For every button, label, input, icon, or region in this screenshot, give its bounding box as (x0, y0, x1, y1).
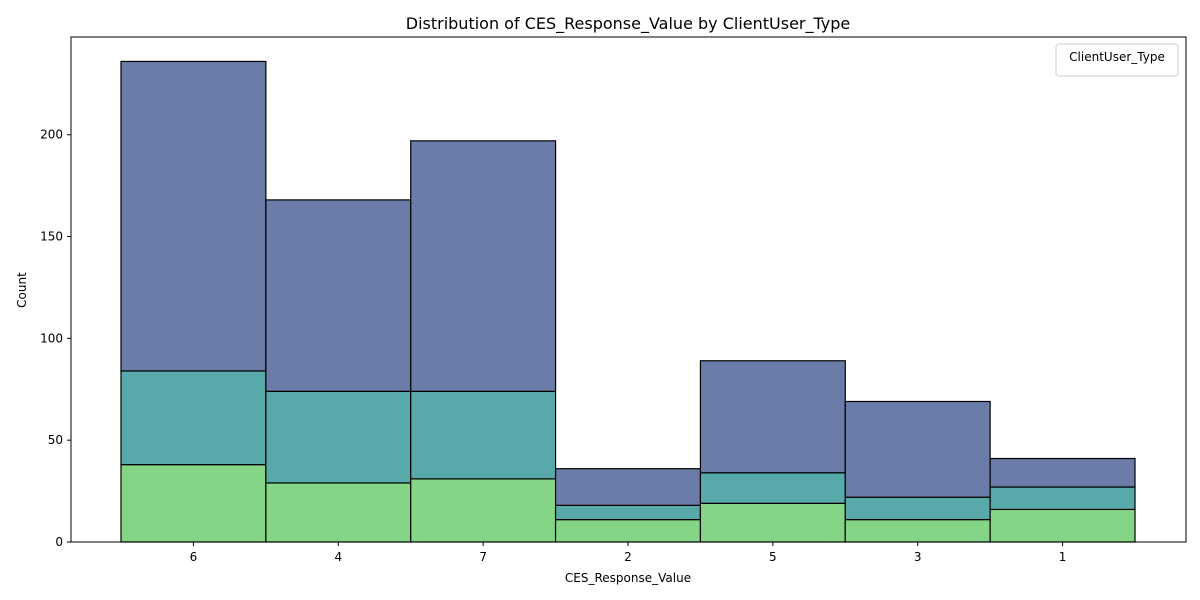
y-tick-label: 100 (40, 331, 63, 345)
x-tick-label: 7 (479, 550, 487, 564)
bar-5-segment-0 (699, 502, 846, 543)
bar-1-segment-1 (989, 486, 1136, 511)
bar-6-segment-0 (120, 464, 267, 543)
bar-3-segment-1 (844, 496, 991, 521)
y-tick-label: 150 (40, 230, 63, 244)
y-axis: 0 50 100 150 200 (40, 128, 71, 549)
bar-2-segment-2 (554, 468, 702, 506)
legend: ClientUser_Type (1055, 43, 1179, 77)
x-tick-label: 3 (914, 550, 922, 564)
bar-4-segment-0 (265, 482, 412, 543)
x-tick-label: 5 (769, 550, 777, 564)
bar-6-segment-1 (120, 370, 267, 466)
x-axis-label: CES_Response_Value (565, 571, 691, 585)
bar-2-segment-1 (554, 504, 702, 521)
y-tick-label: 200 (40, 128, 63, 142)
bar-4-segment-1 (265, 390, 412, 484)
bar-7-segment-1 (410, 390, 557, 480)
bars-group (120, 60, 1136, 543)
legend-box (1055, 43, 1179, 77)
x-tick-label: 2 (624, 550, 632, 564)
bar-7-segment-2 (410, 140, 557, 392)
x-tick-label: 6 (190, 550, 198, 564)
y-axis-label: Count (15, 272, 29, 308)
bar-4-segment-2 (265, 199, 412, 392)
chart-title: Distribution of CES_Response_Value by Cl… (406, 14, 851, 34)
bar-6-segment-2 (120, 60, 267, 372)
bar-5-segment-1 (699, 472, 846, 504)
x-axis: 6 4 7 2 5 3 1 (190, 542, 1067, 564)
x-tick-label: 1 (1059, 550, 1067, 564)
bar-7-segment-0 (410, 478, 557, 543)
x-tick-label: 4 (334, 550, 342, 564)
bar-1-segment-2 (989, 457, 1136, 488)
bar-2-segment-0 (554, 519, 702, 543)
y-tick-label: 50 (48, 433, 63, 447)
bar-3-segment-0 (844, 519, 991, 543)
bar-1-segment-0 (989, 508, 1136, 543)
bar-3-segment-2 (844, 400, 991, 498)
bar-5-segment-2 (699, 360, 846, 474)
y-tick-label: 0 (55, 535, 63, 549)
legend-title: ClientUser_Type (1069, 50, 1165, 64)
